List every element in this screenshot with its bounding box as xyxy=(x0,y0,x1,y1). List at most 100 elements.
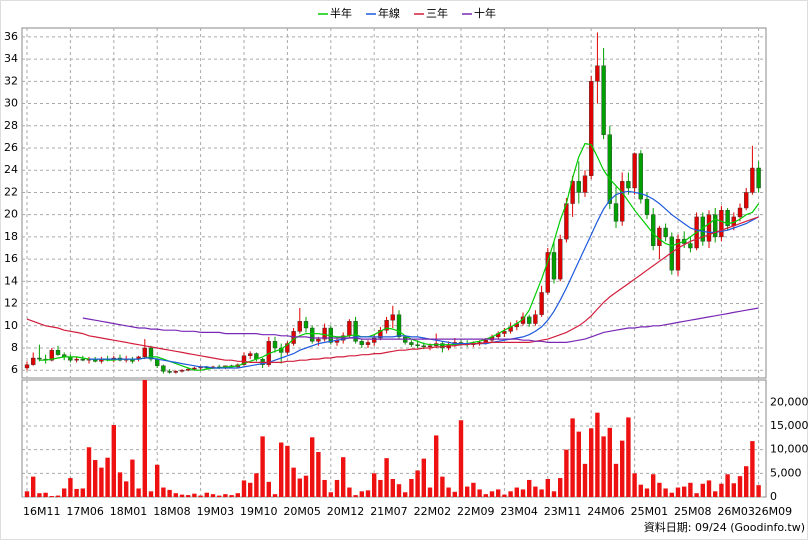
volume-bar xyxy=(347,487,352,497)
volume-bar xyxy=(706,480,712,497)
candle-body xyxy=(539,292,544,315)
volume-bar xyxy=(341,457,346,497)
x-tick-label: 19M10 xyxy=(240,505,278,518)
volume-bar xyxy=(427,487,433,497)
volume-bar xyxy=(434,435,439,497)
volume-bar xyxy=(353,495,358,497)
candle-body xyxy=(192,367,197,370)
candle-body xyxy=(613,203,619,222)
candle-body xyxy=(427,345,433,348)
volume-bar xyxy=(111,425,116,497)
candle-body xyxy=(545,252,550,293)
x-tick-label: 22M09 xyxy=(457,505,495,518)
x-tick-label: 26M03 xyxy=(717,505,755,518)
volume-bar xyxy=(179,494,185,497)
volume-bar xyxy=(99,467,104,497)
candle-body xyxy=(502,331,507,334)
volume-bar xyxy=(744,466,749,497)
x-tick-label: 17M06 xyxy=(66,505,104,518)
volume-bar xyxy=(223,494,228,497)
candle-body xyxy=(154,358,160,366)
candle-body xyxy=(756,167,761,189)
volume-bar xyxy=(440,476,445,497)
candle-body xyxy=(737,207,743,218)
x-tick-label: 18M08 xyxy=(153,505,191,518)
candle-body xyxy=(185,368,191,371)
y-tick-label: 32 xyxy=(4,74,18,87)
volume-bar xyxy=(595,412,600,497)
volume-bar xyxy=(378,479,383,497)
volume-bar xyxy=(601,436,606,497)
x-tick-label: 20M12 xyxy=(327,505,365,518)
volume-bar xyxy=(192,493,197,497)
candle-body xyxy=(551,252,557,280)
candle-body xyxy=(24,364,30,369)
x-tick-label: 25M01 xyxy=(631,505,669,518)
volume-bar xyxy=(167,489,172,497)
y-tick-label: 6 xyxy=(11,363,18,376)
volume-bar xyxy=(533,486,538,497)
volume-bar xyxy=(62,488,67,497)
volume-bar xyxy=(483,494,488,497)
volume-bar xyxy=(254,473,259,497)
volume-bar xyxy=(520,489,526,497)
candle-body xyxy=(607,134,612,204)
candle-body xyxy=(657,227,662,246)
volume-bar xyxy=(130,459,135,497)
candle-body xyxy=(651,214,656,246)
volume-bar xyxy=(409,479,414,497)
volume-bar xyxy=(700,483,705,497)
x-tick-label: 19M03 xyxy=(197,505,235,518)
volume-bar xyxy=(502,494,507,497)
candle-body xyxy=(372,337,377,343)
volume-bar xyxy=(725,474,730,497)
volume-bar xyxy=(514,487,519,497)
y-tick-label: 28 xyxy=(4,119,18,132)
candle-body xyxy=(644,198,650,215)
x-tick-label: 26M09 xyxy=(755,505,793,518)
x-tick-label: 20M05 xyxy=(283,505,321,518)
y-tick-label: 26 xyxy=(4,141,18,154)
volume-bar xyxy=(458,420,464,497)
volume-bar xyxy=(86,447,92,497)
y-tick-label: 30 xyxy=(4,97,18,110)
y-tick-label: 16 xyxy=(4,252,18,265)
volume-bar xyxy=(620,440,625,497)
x-tick-label: 22M02 xyxy=(414,505,452,518)
volume-bar xyxy=(607,427,612,497)
volume-bar xyxy=(272,494,278,497)
x-tick-label: 25M08 xyxy=(674,505,712,518)
volume-bar xyxy=(210,494,216,497)
volume-bar xyxy=(545,479,550,497)
candle-body xyxy=(675,238,681,271)
candle-body xyxy=(638,153,643,200)
volume-bar xyxy=(334,479,340,497)
volume-bar xyxy=(688,482,693,497)
volume-bar xyxy=(570,418,575,497)
volume-bar xyxy=(638,484,643,497)
candle-body xyxy=(632,153,637,189)
y2-tick-label: 20,000 xyxy=(770,395,808,408)
y2-tick-label: 10,000 xyxy=(770,443,808,456)
volume-bar xyxy=(74,488,79,497)
candle-body xyxy=(706,214,712,242)
volume-bar xyxy=(80,488,85,497)
volume-bar xyxy=(415,470,420,497)
volume-bar xyxy=(384,458,389,497)
ma-line xyxy=(26,216,759,363)
legend-label: 半年 xyxy=(330,6,352,20)
volume-bar xyxy=(589,428,594,497)
candle-body xyxy=(359,341,364,345)
volume-bar xyxy=(155,464,160,497)
volume-bar xyxy=(136,488,141,497)
volume-bar xyxy=(527,479,532,497)
candle-body xyxy=(179,370,185,372)
volume-bar xyxy=(465,486,470,497)
candle-body xyxy=(384,320,389,331)
y2-tick-label: 15,000 xyxy=(770,419,808,432)
candle-body xyxy=(533,314,538,324)
volume-bar xyxy=(508,491,513,497)
volume-bar xyxy=(43,492,48,497)
volume-bar xyxy=(626,417,631,497)
